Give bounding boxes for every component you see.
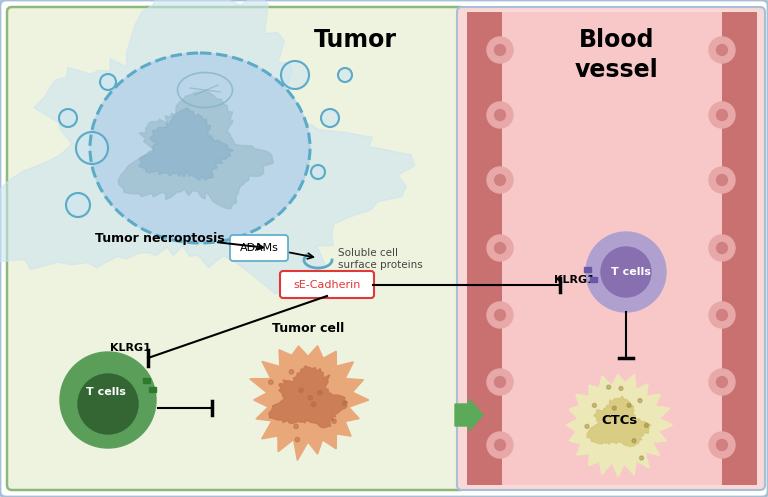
Bar bbox=[143, 378, 150, 383]
Polygon shape bbox=[250, 346, 369, 460]
Text: T cells: T cells bbox=[86, 387, 126, 397]
Circle shape bbox=[487, 369, 513, 395]
Circle shape bbox=[717, 439, 727, 450]
FancyBboxPatch shape bbox=[280, 271, 374, 298]
FancyBboxPatch shape bbox=[230, 235, 288, 261]
Circle shape bbox=[487, 302, 513, 328]
Ellipse shape bbox=[90, 53, 310, 243]
Circle shape bbox=[338, 68, 352, 82]
Bar bbox=[722, 12, 757, 485]
Polygon shape bbox=[139, 108, 233, 180]
FancyArrow shape bbox=[455, 399, 483, 431]
Circle shape bbox=[495, 109, 505, 120]
Circle shape bbox=[495, 377, 505, 388]
Circle shape bbox=[321, 109, 339, 127]
Text: CTCs: CTCs bbox=[602, 414, 638, 426]
Circle shape bbox=[295, 437, 300, 442]
Circle shape bbox=[717, 109, 727, 120]
Bar bbox=[590, 277, 597, 282]
Circle shape bbox=[76, 132, 108, 164]
Text: sE-Cadherin: sE-Cadherin bbox=[293, 280, 361, 290]
Text: Soluble cell
surface proteins: Soluble cell surface proteins bbox=[338, 248, 422, 270]
Polygon shape bbox=[0, 0, 415, 294]
Circle shape bbox=[586, 232, 666, 312]
Bar bbox=[584, 267, 591, 272]
Circle shape bbox=[311, 402, 316, 407]
Circle shape bbox=[717, 45, 727, 56]
Circle shape bbox=[709, 167, 735, 193]
Circle shape bbox=[592, 404, 597, 408]
Circle shape bbox=[709, 37, 735, 63]
Circle shape bbox=[585, 424, 589, 428]
Circle shape bbox=[332, 419, 336, 423]
Circle shape bbox=[487, 235, 513, 261]
Polygon shape bbox=[118, 91, 273, 209]
Circle shape bbox=[495, 45, 505, 56]
Circle shape bbox=[294, 424, 298, 428]
Text: KLRG1: KLRG1 bbox=[554, 275, 594, 285]
Circle shape bbox=[281, 61, 309, 89]
Circle shape bbox=[308, 396, 313, 400]
Circle shape bbox=[638, 399, 642, 403]
Bar bbox=[149, 387, 156, 392]
Circle shape bbox=[709, 302, 735, 328]
Circle shape bbox=[318, 391, 322, 395]
Circle shape bbox=[709, 235, 735, 261]
Circle shape bbox=[290, 370, 293, 374]
Circle shape bbox=[717, 377, 727, 388]
Circle shape bbox=[632, 439, 636, 443]
Circle shape bbox=[343, 401, 347, 405]
Circle shape bbox=[269, 380, 273, 384]
FancyBboxPatch shape bbox=[7, 7, 465, 490]
Text: ADAMs: ADAMs bbox=[240, 243, 279, 253]
Circle shape bbox=[495, 174, 505, 185]
Circle shape bbox=[644, 423, 648, 427]
Circle shape bbox=[100, 74, 116, 90]
Bar bbox=[467, 12, 502, 485]
Circle shape bbox=[487, 102, 513, 128]
FancyBboxPatch shape bbox=[457, 7, 765, 490]
Circle shape bbox=[619, 387, 623, 391]
Text: Tumor: Tumor bbox=[313, 28, 396, 52]
Circle shape bbox=[78, 374, 138, 434]
Polygon shape bbox=[269, 366, 347, 428]
Circle shape bbox=[59, 109, 77, 127]
Polygon shape bbox=[566, 374, 672, 477]
Text: KLRG1: KLRG1 bbox=[110, 343, 151, 353]
Circle shape bbox=[311, 165, 325, 179]
Polygon shape bbox=[587, 396, 650, 447]
Circle shape bbox=[487, 167, 513, 193]
Circle shape bbox=[607, 385, 611, 389]
Circle shape bbox=[709, 432, 735, 458]
Circle shape bbox=[709, 102, 735, 128]
Text: Tumor necroptosis: Tumor necroptosis bbox=[95, 232, 225, 245]
Circle shape bbox=[709, 369, 735, 395]
Circle shape bbox=[495, 310, 505, 321]
Circle shape bbox=[487, 432, 513, 458]
Circle shape bbox=[487, 37, 513, 63]
Circle shape bbox=[612, 406, 616, 410]
Circle shape bbox=[60, 352, 156, 448]
Circle shape bbox=[717, 174, 727, 185]
Text: Tumor cell: Tumor cell bbox=[272, 322, 344, 334]
Circle shape bbox=[495, 439, 505, 450]
Circle shape bbox=[299, 388, 303, 393]
Bar bbox=[502, 12, 722, 485]
Text: T cells: T cells bbox=[611, 267, 651, 277]
Text: Blood
vessel: Blood vessel bbox=[575, 28, 659, 82]
Circle shape bbox=[640, 456, 644, 460]
Circle shape bbox=[717, 310, 727, 321]
Circle shape bbox=[601, 247, 651, 297]
Circle shape bbox=[495, 243, 505, 253]
Circle shape bbox=[66, 193, 90, 217]
Circle shape bbox=[627, 404, 631, 408]
Circle shape bbox=[717, 243, 727, 253]
